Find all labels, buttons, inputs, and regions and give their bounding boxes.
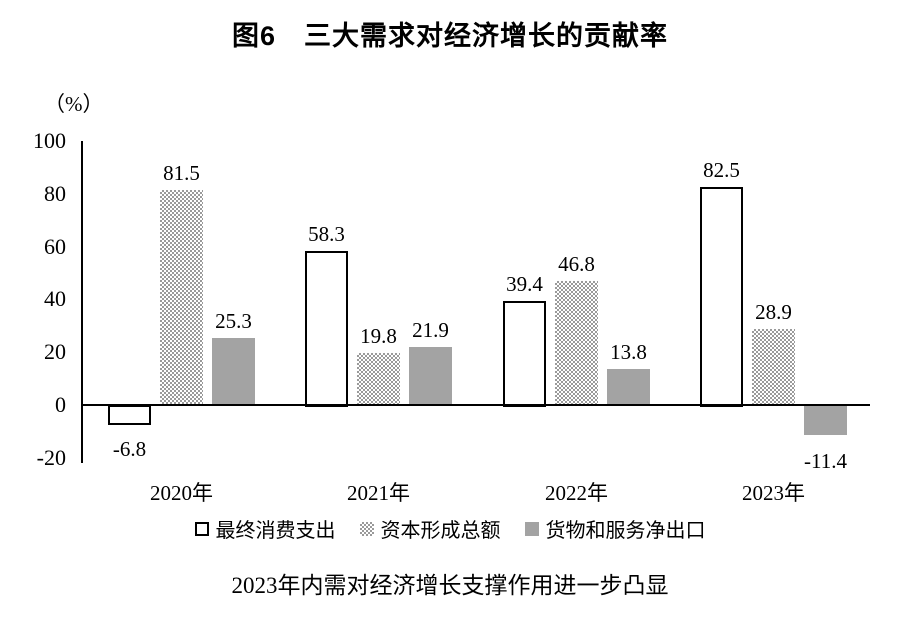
- bar-2023年-资本形成总额: [752, 328, 795, 405]
- bar-2020年-货物和服务净出口: [212, 338, 255, 405]
- value-label-2022年-最终消费支出: 39.4: [506, 271, 543, 296]
- value-label-2020年-货物和服务净出口: 25.3: [215, 309, 252, 334]
- legend-label: 资本形成总额: [380, 520, 501, 542]
- value-label-2023年-资本形成总额: 28.9: [755, 299, 792, 324]
- legend-marker-gray-icon: [524, 521, 539, 536]
- figure-caption: 2023年内需对经济增长支撑作用进一步凸显: [231, 573, 669, 598]
- x-axis-baseline: [81, 404, 870, 406]
- y-tick-label-40: 40: [44, 286, 66, 312]
- bar-2022年-货物和服务净出口: [607, 368, 650, 405]
- value-label-2022年-货物和服务净出口: 13.8: [610, 339, 647, 364]
- legend-marker-outline-icon: [194, 521, 209, 536]
- bar-2022年-最终消费支出: [503, 300, 546, 407]
- legend-marker-dotted-icon: [359, 521, 374, 536]
- value-label-2022年-资本形成总额: 46.8: [558, 252, 595, 277]
- x-axis-label-2022年: 2022年: [545, 481, 608, 505]
- bar-2022年-资本形成总额: [555, 281, 598, 405]
- x-axis-label-2021年: 2021年: [347, 481, 410, 505]
- y-tick-label--20: -20: [36, 444, 66, 470]
- legend-item-货物和服务净出口: 货物和服务净出口: [524, 514, 706, 543]
- bar-2021年-货物和服务净出口: [409, 347, 452, 405]
- chart-legend: 最终消费支出 资本形成总额 货物和服务净出口: [0, 514, 900, 543]
- value-label-2023年-最终消费支出: 82.5: [703, 158, 740, 183]
- bar-2023年-最终消费支出: [700, 187, 743, 407]
- y-tick-label-0: 0: [55, 392, 66, 417]
- legend-label: 最终消费支出: [215, 520, 336, 542]
- y-axis-line: [81, 141, 83, 463]
- bar-2020年-资本形成总额: [160, 189, 203, 405]
- value-label-2023年-货物和服务净出口: -11.4: [804, 449, 847, 474]
- y-tick-label-60: 60: [44, 233, 66, 259]
- legend-item-资本形成总额: 资本形成总额: [359, 514, 501, 543]
- bar-2020年-最终消费支出: [108, 405, 151, 425]
- y-axis-unit-label: （%）: [44, 92, 104, 116]
- x-axis-label-2023年: 2023年: [742, 481, 805, 505]
- value-label-2021年-资本形成总额: 19.8: [360, 323, 397, 348]
- y-tick-label-20: 20: [44, 339, 66, 365]
- bar-2021年-资本形成总额: [357, 352, 400, 405]
- value-label-2021年-货物和服务净出口: 21.9: [412, 318, 449, 343]
- value-label-2021年-最终消费支出: 58.3: [308, 222, 345, 247]
- figure-title: 图6 三大需求对经济增长的贡献率: [231, 21, 668, 51]
- x-axis-label-2020年: 2020年: [150, 481, 213, 505]
- y-tick-label-100: 100: [33, 128, 66, 153]
- value-label-2020年-资本形成总额: 81.5: [163, 160, 200, 185]
- legend-item-最终消费支出: 最终消费支出: [194, 514, 336, 543]
- bar-2023年-货物和服务净出口: [804, 405, 847, 436]
- y-tick-label-80: 80: [44, 180, 66, 206]
- value-label-2020年-最终消费支出: -6.8: [112, 436, 147, 461]
- legend-label: 货物和服务净出口: [545, 520, 706, 542]
